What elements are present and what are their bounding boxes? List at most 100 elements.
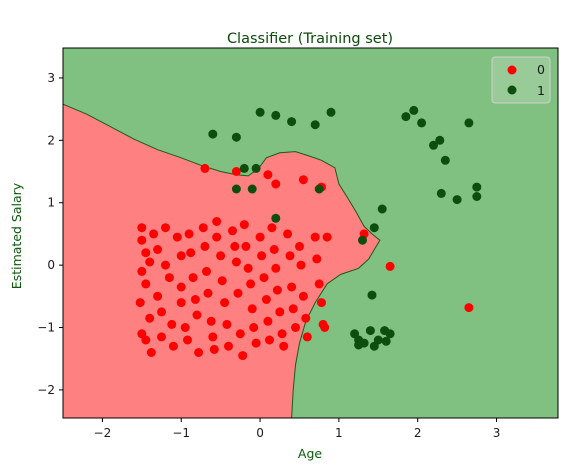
point-class-0-11 (149, 229, 159, 239)
point-class-1-4 (231, 184, 241, 194)
point-class-0-79 (296, 260, 306, 270)
y-tick-label-1: −1 (37, 321, 55, 335)
legend: 0 1 (491, 56, 551, 104)
point-class-0-57 (247, 304, 257, 314)
point-class-1-16 (367, 290, 377, 300)
point-class-0-72 (279, 341, 289, 351)
x-tick-label-1: −1 (172, 426, 190, 440)
point-class-0-43 (217, 276, 227, 286)
x-axis: −2 −1 0 1 2 3 (94, 418, 501, 440)
point-class-1-28 (409, 105, 419, 115)
point-class-1-5 (247, 184, 257, 194)
point-class-1-7 (255, 107, 265, 117)
point-class-1-11 (326, 107, 336, 117)
point-class-0-55 (243, 263, 253, 273)
y-tick-label-3: 1 (47, 196, 55, 210)
point-class-1-35 (464, 118, 474, 128)
point-class-0-89 (320, 323, 330, 332)
point-class-0-18 (164, 273, 174, 283)
point-class-1-34 (452, 195, 462, 205)
point-class-0-7 (145, 313, 155, 323)
point-class-0-93 (271, 179, 281, 189)
point-class-0-33 (198, 223, 208, 233)
point-class-1-29 (417, 118, 427, 128)
point-class-0-42 (216, 251, 226, 261)
point-class-0-61 (257, 251, 267, 261)
point-class-0-26 (183, 335, 192, 345)
point-class-0-65 (265, 335, 274, 345)
y-tick-label-0: −2 (37, 383, 55, 397)
point-class-0-98 (464, 303, 474, 313)
point-class-1-9 (287, 117, 297, 127)
point-class-1-23 (373, 335, 383, 345)
point-class-0-50 (233, 288, 243, 298)
point-class-0-85 (314, 279, 324, 289)
point-class-0-24 (176, 298, 186, 308)
y-axis: −2 −1 0 1 2 3 (37, 71, 63, 397)
point-class-0-13 (153, 291, 163, 301)
point-class-0-9 (141, 335, 151, 345)
point-class-0-92 (263, 170, 273, 180)
decision-boundary (62, 103, 381, 419)
point-class-0-74 (285, 251, 295, 261)
point-class-0-36 (203, 288, 213, 298)
point-class-1-21 (365, 326, 375, 336)
point-class-1-2 (239, 163, 249, 173)
point-class-0-58 (249, 323, 259, 332)
point-class-0-48 (230, 241, 240, 251)
point-class-0-97 (385, 261, 395, 271)
x-axis-title: Age (298, 446, 322, 461)
y-tick-label-2: 0 (47, 258, 55, 272)
point-class-0-63 (261, 295, 271, 304)
point-class-0-31 (192, 310, 202, 320)
point-class-0-1 (137, 235, 147, 245)
point-class-0-53 (239, 220, 249, 230)
point-class-0-59 (251, 338, 261, 348)
x-tick-label-0: −2 (94, 426, 112, 440)
point-class-0-4 (137, 266, 147, 276)
point-class-0-17 (161, 260, 170, 270)
point-class-0-3 (145, 257, 155, 267)
point-class-0-80 (298, 291, 308, 301)
point-class-1-12 (314, 184, 324, 194)
point-class-0-46 (224, 341, 233, 351)
point-class-0-2 (141, 248, 151, 258)
point-class-0-35 (202, 266, 211, 276)
plot-area (62, 47, 559, 419)
x-tick-label-5: 3 (493, 426, 501, 440)
point-class-0-12 (153, 245, 163, 254)
point-class-0-32 (194, 348, 204, 357)
point-class-0-5 (141, 279, 151, 289)
point-class-1-27 (401, 112, 411, 122)
point-class-1-20 (359, 338, 369, 348)
point-class-0-90 (200, 163, 210, 173)
point-class-0-21 (172, 232, 182, 242)
point-class-1-32 (440, 155, 450, 165)
point-class-1-36 (472, 182, 482, 192)
point-class-1-31 (435, 135, 445, 145)
point-class-1-26 (381, 336, 391, 346)
point-class-0-86 (317, 298, 326, 308)
point-class-0-0 (137, 223, 147, 233)
point-class-0-41 (212, 232, 222, 242)
point-class-0-29 (188, 273, 198, 283)
point-class-1-1 (231, 132, 241, 142)
point-class-0-10 (146, 348, 156, 357)
x-tick-label-3: 1 (335, 426, 343, 440)
point-class-0-16 (161, 223, 170, 233)
point-class-0-77 (291, 323, 300, 332)
point-class-0-44 (220, 298, 230, 308)
point-class-0-84 (312, 254, 322, 264)
point-class-0-23 (176, 282, 186, 292)
point-class-0-28 (186, 248, 196, 258)
point-class-0-38 (208, 332, 218, 342)
chart-title: Classifier (Training set) (227, 31, 393, 47)
point-class-0-56 (246, 279, 256, 289)
legend-marker-class-1 (507, 85, 517, 95)
point-class-1-33 (436, 188, 446, 198)
point-class-0-27 (184, 229, 194, 239)
point-class-0-88 (322, 232, 332, 242)
point-class-0-51 (235, 329, 245, 339)
point-class-1-15 (377, 204, 387, 214)
point-class-1-8 (271, 110, 281, 120)
